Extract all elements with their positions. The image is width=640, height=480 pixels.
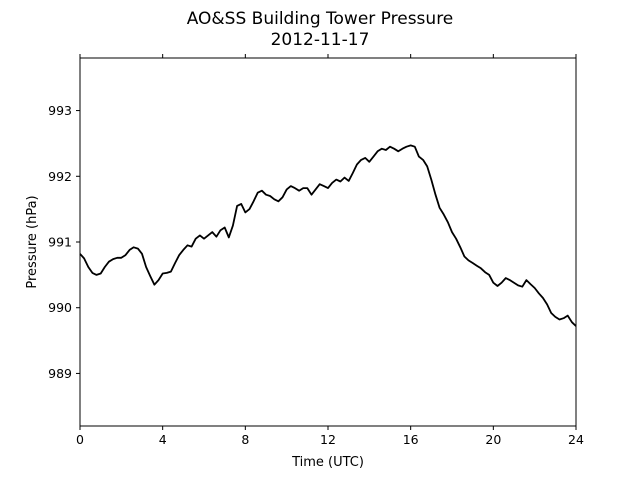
x-axis: 0 4 8 12 16 20 24 (76, 54, 584, 447)
x-tick-label: 0 (76, 432, 84, 447)
y-tick-label: 989 (48, 366, 72, 381)
y-axis-label: Pressure (hPa) (25, 195, 40, 288)
chart-subtitle: 2012-11-17 (271, 30, 370, 50)
x-tick-label: 4 (159, 432, 167, 447)
x-tick-label: 12 (320, 432, 336, 447)
y-tick-label: 992 (48, 169, 72, 184)
pressure-line (79, 144, 577, 327)
x-tick-label: 24 (568, 432, 584, 447)
plot-area-frame (79, 57, 577, 427)
y-axis: 989 990 991 992 993 (48, 103, 80, 381)
x-axis-label: Time (UTC) (291, 455, 364, 470)
x-tick-label: 16 (403, 432, 419, 447)
y-tick-label: 990 (48, 300, 72, 315)
x-tick-label: 20 (485, 432, 501, 447)
chart-title: AO&SS Building Tower Pressure (187, 9, 454, 29)
x-tick-label: 8 (241, 432, 249, 447)
y-tick-label: 991 (48, 235, 72, 250)
y-tick-label: 993 (48, 103, 72, 118)
